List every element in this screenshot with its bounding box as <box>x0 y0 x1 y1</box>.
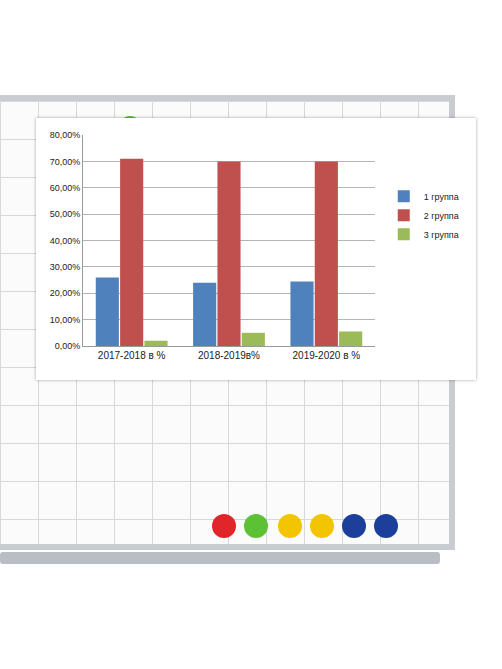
svg-text:50,00%: 50,00% <box>50 209 81 219</box>
svg-text:80,00%: 80,00% <box>50 130 81 140</box>
svg-text:70,00%: 70,00% <box>50 157 81 167</box>
svg-text:2017-2018 в %: 2017-2018 в % <box>98 350 166 361</box>
svg-text:40,00%: 40,00% <box>50 236 81 246</box>
svg-text:60,00%: 60,00% <box>50 183 81 193</box>
svg-text:2 группа: 2 группа <box>424 211 459 221</box>
svg-text:3 группа: 3 группа <box>424 230 459 240</box>
svg-text:0,00%: 0,00% <box>55 341 81 351</box>
svg-text:10,00%: 10,00% <box>50 315 81 325</box>
svg-text:1 группа: 1 группа <box>424 192 459 202</box>
svg-text:2019-2020 в %: 2019-2020 в % <box>293 350 361 361</box>
svg-text:2018-2019в%: 2018-2019в% <box>198 350 260 361</box>
svg-text:30,00%: 30,00% <box>50 262 81 272</box>
svg-text:20,00%: 20,00% <box>50 288 81 298</box>
